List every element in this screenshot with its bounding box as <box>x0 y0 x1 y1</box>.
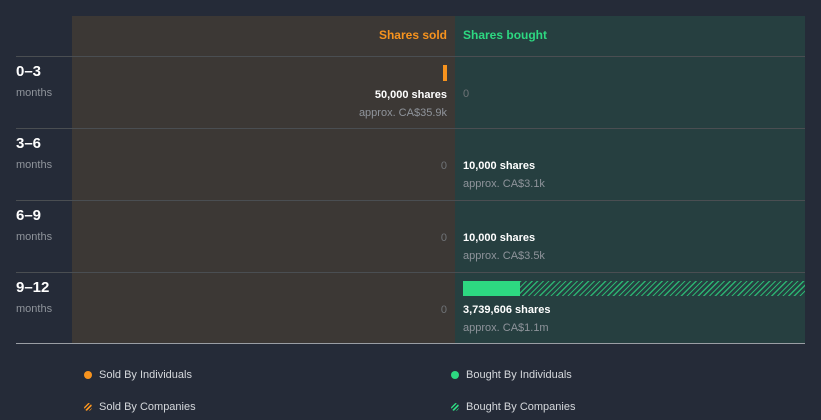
sold-zero: 0 <box>440 304 447 316</box>
period-row-9-12: 9–12 months 0 3,739,606 shares approx. C… <box>0 273 821 345</box>
legend-label: Bought By Individuals <box>466 369 572 381</box>
green-dot-icon <box>451 371 459 379</box>
bought-approx-value: approx. CA$3.5k <box>463 250 545 262</box>
period-range: 0–3 <box>16 63 42 80</box>
sold-zero: 0 <box>440 160 447 172</box>
sold-individuals-bar <box>443 65 447 81</box>
period-unit: months <box>16 87 53 99</box>
legend-label: Bought By Companies <box>466 401 576 413</box>
row-divider <box>16 128 805 129</box>
legend-sold-companies: Sold By Companies <box>84 401 196 413</box>
legend-sold-individuals: Sold By Individuals <box>84 369 192 381</box>
sold-shares: 50,000 shares <box>374 89 447 101</box>
sold-cell: 50,000 shares approx. CA$35.9k <box>359 86 447 122</box>
orange-dot-icon <box>84 371 92 379</box>
row-divider <box>16 272 805 273</box>
bought-shares: 3,739,606 shares <box>463 304 551 316</box>
period-unit: months <box>16 303 53 315</box>
bought-cell: 10,000 shares approx. CA$3.1k <box>463 157 545 193</box>
bought-approx-value: approx. CA$3.1k <box>463 178 545 190</box>
bought-shares: 10,000 shares <box>463 232 536 244</box>
period-unit: months <box>16 159 53 171</box>
bought-individuals-bar <box>463 281 520 296</box>
green-hatched-dot-icon <box>451 403 459 411</box>
period-row-6-9: 6–9 months 0 10,000 shares approx. CA$3.… <box>0 201 821 273</box>
bought-zero: 0 <box>463 88 470 100</box>
period-range: 3–6 <box>16 135 42 152</box>
bought-cell: 10,000 shares approx. CA$3.5k <box>463 229 545 265</box>
shares-sold-header: Shares sold <box>378 28 447 42</box>
row-divider <box>16 200 805 201</box>
shares-bought-header: Shares bought <box>463 28 548 42</box>
legend-label: Sold By Individuals <box>99 369 192 381</box>
legend-bought-individuals: Bought By Individuals <box>451 369 572 381</box>
bought-shares: 10,000 shares <box>463 160 536 172</box>
period-unit: months <box>16 231 53 243</box>
bought-companies-bar <box>520 281 805 296</box>
period-row-3-6: 3–6 months 0 10,000 shares approx. CA$3.… <box>0 129 821 201</box>
sold-zero: 0 <box>440 232 447 244</box>
legend-label: Sold By Companies <box>99 401 196 413</box>
row-divider <box>16 56 805 57</box>
bought-cell: 3,739,606 shares approx. CA$1.1m <box>463 301 550 337</box>
sold-column-background <box>72 16 455 343</box>
sold-approx-value: approx. CA$35.9k <box>358 107 447 119</box>
bought-approx-value: approx. CA$1.1m <box>463 322 549 334</box>
period-row-0-3: 0–3 months 50,000 shares approx. CA$35.9… <box>0 57 821 129</box>
period-range: 6–9 <box>16 207 42 224</box>
orange-hatched-dot-icon <box>84 403 92 411</box>
chart-bottom-axis <box>16 343 805 344</box>
legend-bought-companies: Bought By Companies <box>451 401 575 413</box>
period-range: 9–12 <box>16 279 50 296</box>
